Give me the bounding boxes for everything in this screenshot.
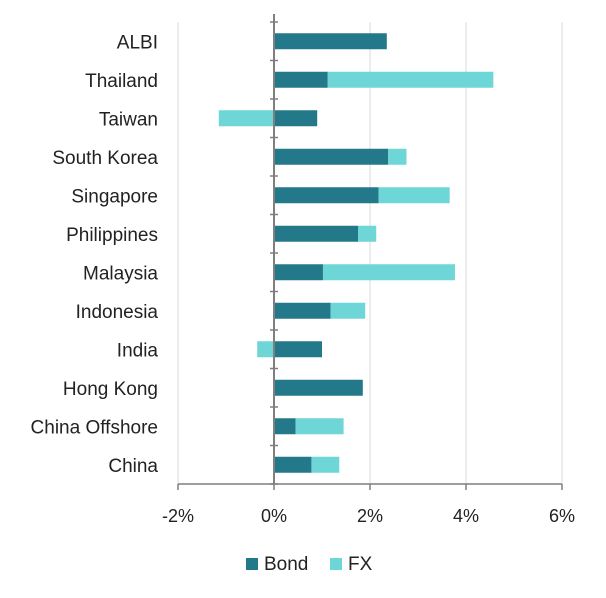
legend-swatch-fx bbox=[330, 558, 342, 570]
category-label: Thailand bbox=[85, 71, 158, 92]
category-label: India bbox=[117, 340, 159, 361]
bar-fx-china-offshore bbox=[295, 418, 344, 435]
bar-bond-philippines bbox=[274, 225, 358, 242]
bar-fx-singapore bbox=[378, 187, 450, 204]
category-label: Hong Kong bbox=[63, 379, 158, 400]
bar-fx-taiwan bbox=[218, 110, 274, 127]
category-label: Philippines bbox=[66, 225, 158, 246]
bar-bond-hong-kong bbox=[274, 379, 363, 396]
x-tick-label: -2% bbox=[162, 506, 194, 526]
axis-layer bbox=[177, 14, 563, 490]
bar-bond-thailand bbox=[274, 71, 328, 88]
legend: Bond FX bbox=[246, 554, 373, 575]
category-label: Singapore bbox=[71, 186, 158, 207]
category-label: China bbox=[108, 456, 158, 477]
x-tick-label: 6% bbox=[549, 506, 575, 526]
category-label: Malaysia bbox=[83, 263, 158, 284]
x-tick-label: 4% bbox=[453, 506, 479, 526]
bar-bond-indonesia bbox=[274, 302, 331, 319]
category-label: Indonesia bbox=[76, 302, 159, 323]
bar-bond-india bbox=[274, 341, 322, 358]
bar-bond-malaysia bbox=[274, 264, 323, 281]
label-layer: ALBI Thailand Taiwan South Korea Singapore Ph… bbox=[31, 32, 575, 526]
bar-layer bbox=[218, 33, 494, 473]
legend-label-bond: Bond bbox=[264, 554, 308, 575]
x-tick-label: 0% bbox=[261, 506, 287, 526]
bar-fx-thailand bbox=[327, 71, 494, 88]
bar-bond-south-korea bbox=[274, 148, 389, 165]
bar-fx-indonesia bbox=[330, 302, 366, 319]
bar-fx-india bbox=[257, 341, 274, 358]
x-tick-label: 2% bbox=[357, 506, 383, 526]
grid-layer bbox=[177, 22, 563, 484]
bar-fx-china bbox=[311, 456, 340, 473]
bar-fx-south-korea bbox=[388, 148, 407, 165]
bar-bond-albi bbox=[274, 33, 387, 50]
bar-fx-malaysia bbox=[322, 264, 455, 281]
category-label: South Korea bbox=[52, 148, 158, 169]
bar-fx-philippines bbox=[358, 225, 377, 242]
bar-bond-china bbox=[274, 456, 312, 473]
bar-bond-singapore bbox=[274, 187, 379, 204]
legend-swatch-bond bbox=[246, 558, 258, 570]
bar-bond-taiwan bbox=[274, 110, 318, 127]
bar-bond-china-offshore bbox=[274, 418, 296, 435]
category-label: Taiwan bbox=[99, 109, 158, 130]
legend-label-fx: FX bbox=[348, 554, 373, 575]
category-label: China Offshore bbox=[31, 417, 158, 438]
category-label: ALBI bbox=[117, 32, 158, 53]
